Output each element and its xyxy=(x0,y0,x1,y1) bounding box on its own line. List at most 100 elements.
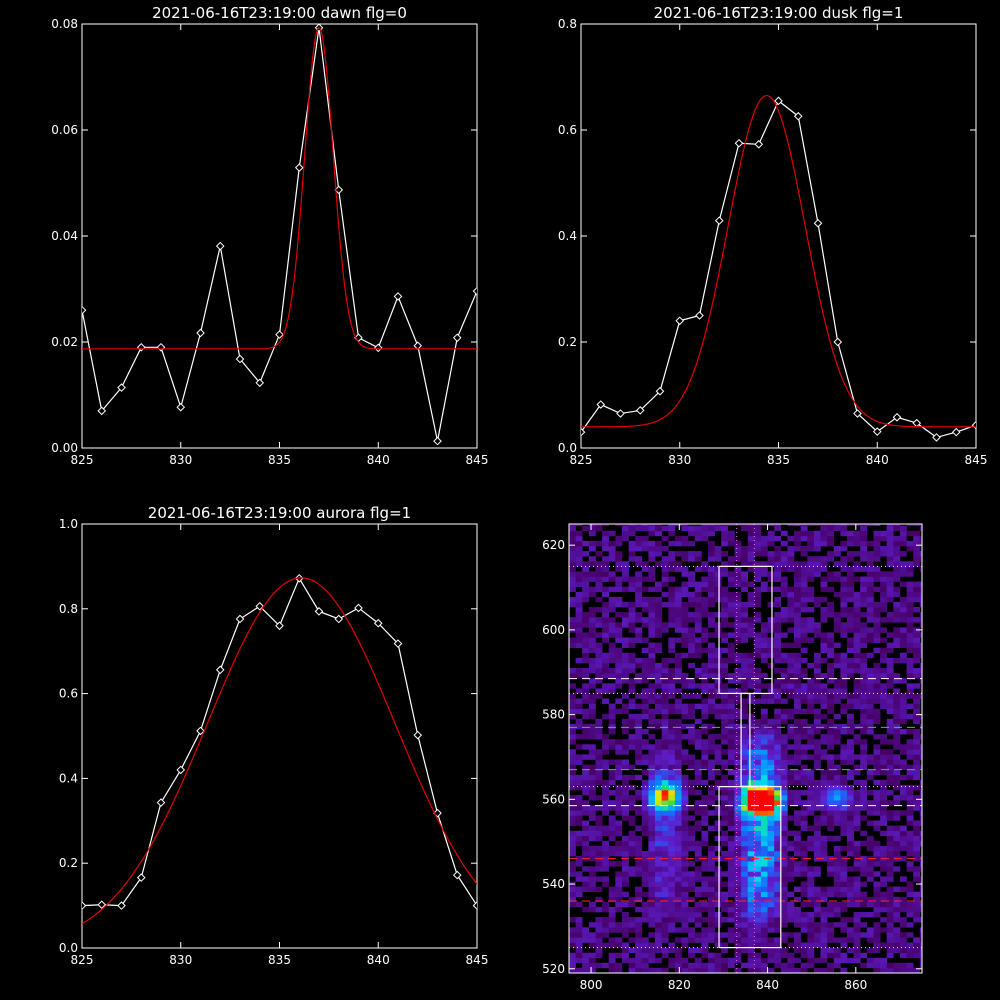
heat-cell xyxy=(847,790,854,796)
heat-cell xyxy=(833,561,841,567)
heat-cell xyxy=(602,906,609,913)
heat-cell xyxy=(787,876,795,882)
heat-cell xyxy=(813,815,821,821)
heat-cell xyxy=(575,596,583,603)
heat-cell xyxy=(893,774,901,781)
heat-cell xyxy=(847,769,854,776)
heat-cell xyxy=(622,845,629,852)
heat-cell xyxy=(661,810,669,816)
heat-cell xyxy=(668,815,676,821)
heat-cell xyxy=(913,784,921,791)
heat-cell xyxy=(661,723,669,730)
heat-cell xyxy=(741,581,748,587)
heat-cell xyxy=(641,703,649,709)
heat-cell xyxy=(648,835,656,842)
heat-cell xyxy=(661,591,669,598)
data-point xyxy=(255,601,265,611)
heat-cell xyxy=(635,927,643,933)
heat-cell xyxy=(906,524,914,526)
heat-cell xyxy=(674,840,682,847)
heat-cell xyxy=(681,723,689,730)
heat-cell xyxy=(721,896,729,903)
heat-cell xyxy=(893,932,901,938)
heat-cell xyxy=(588,723,596,730)
heat-cell xyxy=(847,551,854,557)
heat-cell xyxy=(774,901,782,908)
heat-cell xyxy=(648,912,656,918)
heat-cell xyxy=(741,627,748,633)
heat-cell xyxy=(893,795,901,801)
heat-cell xyxy=(774,524,782,526)
heat-cell xyxy=(919,805,922,811)
heat-cell xyxy=(813,744,821,750)
heat-cell xyxy=(807,591,815,598)
heat-cell xyxy=(906,642,914,648)
heat-cell xyxy=(727,779,735,786)
heat-cell xyxy=(840,754,848,760)
heat-cell xyxy=(688,739,695,745)
heat-cell xyxy=(827,805,834,811)
heat-cell xyxy=(622,759,629,765)
heat-cell xyxy=(880,866,887,872)
heat-cell xyxy=(734,790,742,796)
heat-cell xyxy=(899,876,907,882)
heat-cell xyxy=(873,922,881,928)
heat-cell xyxy=(886,779,894,786)
heat-cell xyxy=(734,546,742,552)
heat-cell xyxy=(780,749,788,755)
heat-cell xyxy=(913,769,921,776)
heat-cell xyxy=(774,622,782,628)
heat-cell xyxy=(840,845,848,852)
heat-cell xyxy=(595,851,603,857)
heat-cell xyxy=(569,967,576,973)
heat-cell xyxy=(655,820,662,826)
heat-cell xyxy=(913,896,921,903)
heat-cell xyxy=(701,744,709,750)
heat-cell xyxy=(913,825,921,831)
heat-cell xyxy=(886,551,894,557)
heat-cell xyxy=(760,845,768,852)
heat-cell xyxy=(813,891,821,898)
heat-cell xyxy=(661,901,669,908)
heat-cell xyxy=(708,652,715,659)
heat-cell xyxy=(767,866,775,872)
heat-cell xyxy=(767,540,775,547)
heat-cell xyxy=(708,540,715,547)
heat-cell xyxy=(774,942,782,948)
heat-cell xyxy=(747,937,755,943)
heat-cell xyxy=(800,779,808,786)
heat-cell xyxy=(906,662,914,669)
heat-cell xyxy=(774,790,782,796)
heat-cell xyxy=(721,688,729,694)
heat-cell xyxy=(694,871,702,877)
heat-cell xyxy=(813,632,821,638)
heat-cell xyxy=(688,693,695,699)
heat-cell xyxy=(787,906,795,913)
heat-cell xyxy=(840,805,848,811)
heat-cell xyxy=(787,957,795,964)
heat-cell xyxy=(674,952,682,959)
heat-cell xyxy=(608,652,616,659)
heat-cell xyxy=(595,581,603,587)
heat-cell xyxy=(714,525,722,532)
heat-cell xyxy=(708,896,715,903)
heat-cell xyxy=(668,612,676,618)
heat-cell xyxy=(866,840,874,847)
heat-cell xyxy=(886,546,894,552)
heat-cell xyxy=(588,586,596,593)
heat-cell xyxy=(721,917,729,923)
heat-cell xyxy=(880,551,887,557)
heat-cell xyxy=(873,713,881,720)
heat-cell xyxy=(873,942,881,948)
heat-cell xyxy=(860,657,868,664)
heat-cell xyxy=(608,647,616,654)
heat-cell xyxy=(820,566,828,572)
heat-cell xyxy=(655,678,662,684)
heat-cell xyxy=(747,906,755,913)
heat-cell xyxy=(721,708,729,715)
heat-cell xyxy=(754,886,762,892)
heat-cell xyxy=(800,591,808,598)
heat-cell xyxy=(787,652,795,659)
heat-cell xyxy=(708,622,715,628)
heat-cell xyxy=(701,723,709,730)
